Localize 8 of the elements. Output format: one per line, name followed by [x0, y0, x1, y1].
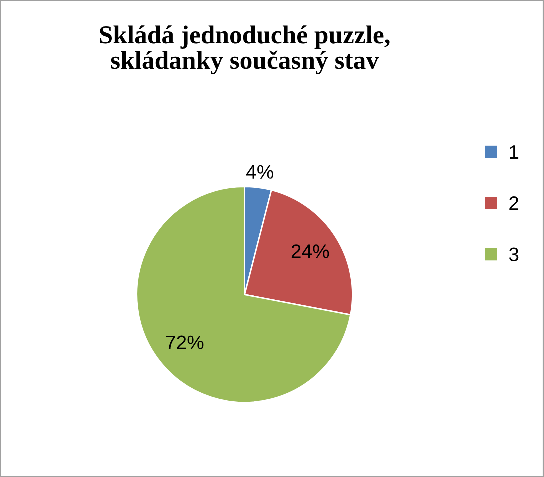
data-label: 4%	[246, 165, 274, 179]
chart-title: Skládá jednoduché puzzle, skládanky současný stav	[100, 26, 390, 74]
legend-label: 2	[510, 196, 519, 210]
legend-label: 3	[509, 248, 519, 262]
pie-slice	[136, 186, 352, 404]
data-label: 72%	[166, 336, 204, 350]
data-label: 24%	[292, 244, 330, 258]
legend-label: 1	[510, 146, 519, 159]
